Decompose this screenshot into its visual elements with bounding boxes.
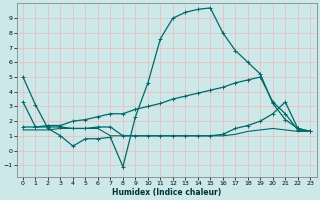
X-axis label: Humidex (Indice chaleur): Humidex (Indice chaleur) xyxy=(112,188,221,197)
